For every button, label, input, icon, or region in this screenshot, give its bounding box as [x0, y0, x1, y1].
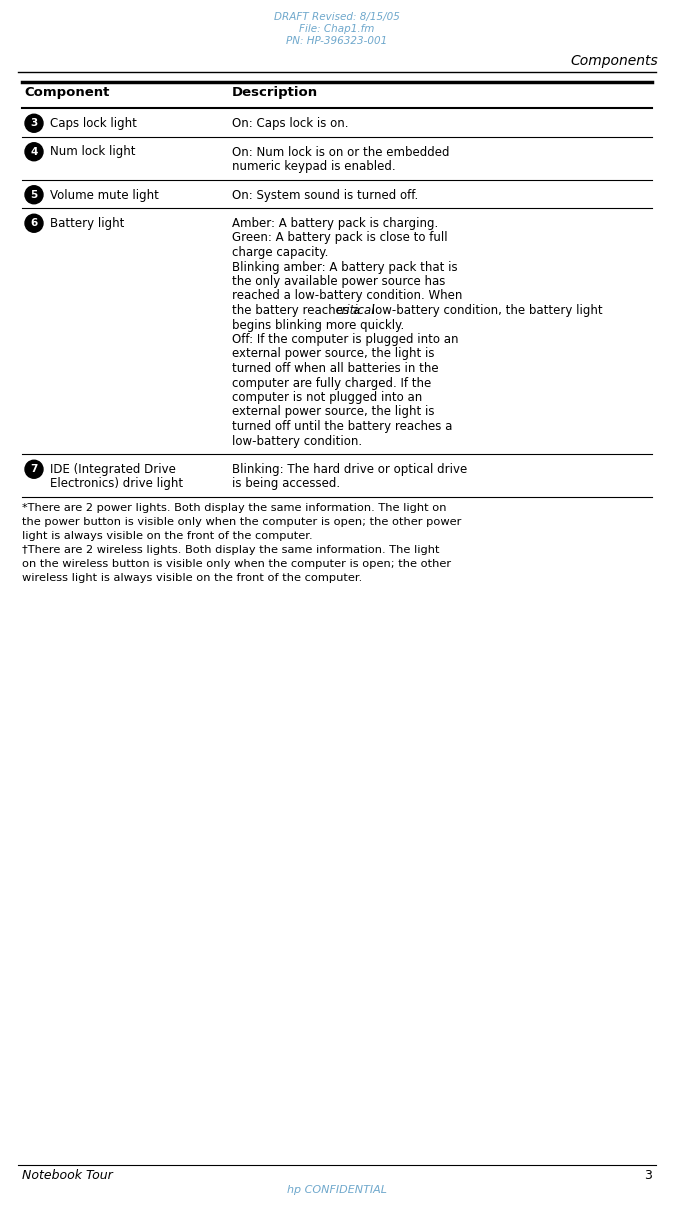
- Text: 5: 5: [30, 189, 38, 200]
- Text: 7: 7: [30, 465, 38, 474]
- Text: PN: HP-396323-001: PN: HP-396323-001: [286, 36, 388, 46]
- Text: On: Caps lock is on.: On: Caps lock is on.: [232, 116, 348, 130]
- Text: †There are 2 wireless lights. Both display the same information. The light: †There are 2 wireless lights. Both displ…: [22, 545, 439, 556]
- Text: turned off when all batteries in the: turned off when all batteries in the: [232, 361, 439, 375]
- Text: reached a low-battery condition. When: reached a low-battery condition. When: [232, 290, 462, 302]
- Circle shape: [25, 460, 43, 478]
- Text: Green: A battery pack is close to full: Green: A battery pack is close to full: [232, 232, 448, 245]
- Circle shape: [25, 215, 43, 232]
- Text: the battery reaches a: the battery reaches a: [232, 304, 364, 317]
- Text: Notebook Tour: Notebook Tour: [22, 1169, 113, 1181]
- Text: Description: Description: [232, 86, 318, 99]
- Text: Num lock light: Num lock light: [50, 146, 135, 159]
- Text: Battery light: Battery light: [50, 217, 125, 230]
- Text: critical: critical: [336, 304, 375, 317]
- Text: is being accessed.: is being accessed.: [232, 478, 340, 490]
- Text: Electronics) drive light: Electronics) drive light: [50, 478, 183, 490]
- Text: begins blinking more quickly.: begins blinking more quickly.: [232, 319, 404, 331]
- Text: numeric keypad is enabled.: numeric keypad is enabled.: [232, 160, 396, 173]
- Text: Blinking amber: A battery pack that is: Blinking amber: A battery pack that is: [232, 261, 458, 273]
- Text: 3: 3: [644, 1169, 652, 1181]
- Text: Amber: A battery pack is charging.: Amber: A battery pack is charging.: [232, 217, 438, 230]
- Text: computer is not plugged into an: computer is not plugged into an: [232, 391, 422, 404]
- Text: DRAFT Revised: 8/15/05: DRAFT Revised: 8/15/05: [274, 12, 400, 22]
- Text: 6: 6: [30, 218, 38, 228]
- Circle shape: [25, 143, 43, 161]
- Text: Caps lock light: Caps lock light: [50, 116, 137, 130]
- Text: 4: 4: [30, 147, 38, 156]
- Text: wireless light is always visible on the front of the computer.: wireless light is always visible on the …: [22, 573, 362, 583]
- Text: computer are fully charged. If the: computer are fully charged. If the: [232, 376, 431, 389]
- Text: Component: Component: [24, 86, 109, 99]
- Text: File: Chap1.fm: File: Chap1.fm: [299, 24, 375, 34]
- Text: *There are 2 power lights. Both display the same information. The light on: *There are 2 power lights. Both display …: [22, 503, 446, 513]
- Text: the only available power source has: the only available power source has: [232, 275, 446, 287]
- Text: low-battery condition, the battery light: low-battery condition, the battery light: [368, 304, 603, 317]
- Circle shape: [25, 186, 43, 204]
- Text: Components: Components: [570, 55, 658, 68]
- Circle shape: [25, 114, 43, 132]
- Text: hp CONFIDENTIAL: hp CONFIDENTIAL: [287, 1185, 387, 1195]
- Text: Blinking: The hard drive or optical drive: Blinking: The hard drive or optical driv…: [232, 463, 467, 475]
- Text: external power source, the light is: external power source, the light is: [232, 347, 435, 360]
- Text: external power source, the light is: external power source, the light is: [232, 405, 435, 418]
- Text: charge capacity.: charge capacity.: [232, 246, 328, 260]
- Text: On: Num lock is on or the embedded: On: Num lock is on or the embedded: [232, 146, 450, 159]
- Text: 3: 3: [30, 118, 38, 129]
- Text: the power button is visible only when the computer is open; the other power: the power button is visible only when th…: [22, 517, 462, 526]
- Text: Volume mute light: Volume mute light: [50, 188, 159, 201]
- Text: On: System sound is turned off.: On: System sound is turned off.: [232, 188, 419, 201]
- Text: low-battery condition.: low-battery condition.: [232, 434, 362, 448]
- Text: Off: If the computer is plugged into an: Off: If the computer is plugged into an: [232, 334, 458, 346]
- Text: on the wireless button is visible only when the computer is open; the other: on the wireless button is visible only w…: [22, 559, 451, 569]
- Text: turned off until the battery reaches a: turned off until the battery reaches a: [232, 420, 452, 433]
- Text: IDE (Integrated Drive: IDE (Integrated Drive: [50, 463, 176, 475]
- Text: light is always visible on the front of the computer.: light is always visible on the front of …: [22, 531, 313, 541]
